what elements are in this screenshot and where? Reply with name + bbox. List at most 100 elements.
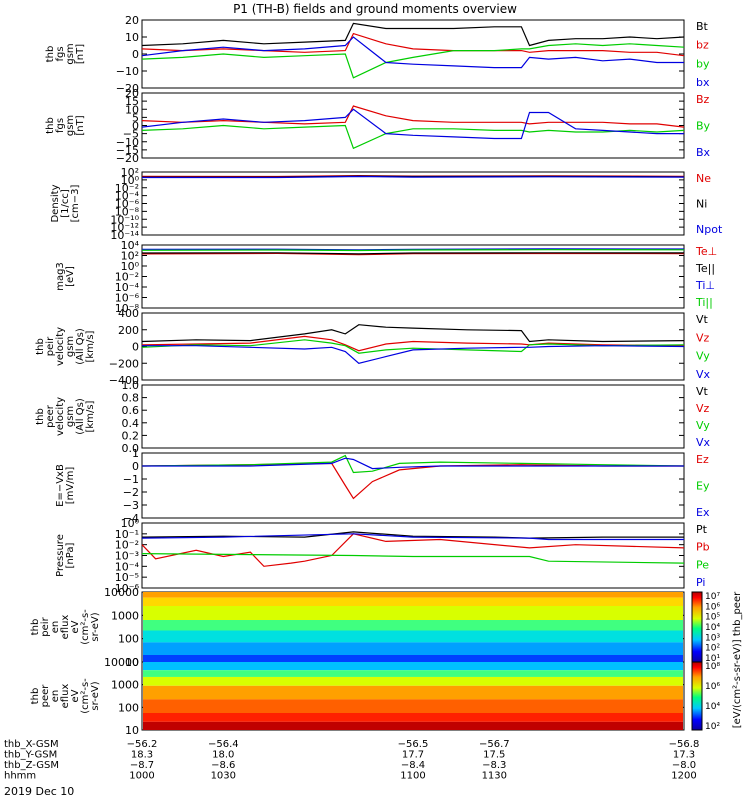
panel-ylabel: mag3 bbox=[55, 262, 66, 291]
series-Ez bbox=[141, 462, 684, 500]
panel-ylabel: gsm bbox=[65, 43, 76, 64]
spectrogram-band bbox=[143, 685, 683, 700]
ytick-label: 10⁻³ bbox=[115, 550, 139, 563]
ytick-label: 400 bbox=[118, 307, 139, 320]
panel-ylabel: (All Qs) bbox=[75, 328, 86, 365]
colorbar-label: [eV/(cm²-s-sr-eV)] thb_peer bbox=[732, 591, 743, 728]
xaxis-value: −8.7 bbox=[130, 760, 154, 771]
colorbar-tick: 10⁵ bbox=[705, 613, 720, 623]
colorbar-1 bbox=[691, 661, 703, 731]
panel-ylabel: eV bbox=[70, 620, 81, 633]
series-Bx bbox=[141, 108, 684, 140]
legend-Ne: Ne bbox=[696, 172, 711, 185]
ytick-label: 10⁰ bbox=[121, 260, 140, 273]
ytick-label: 0 bbox=[132, 120, 139, 133]
legend-Pt: Pt bbox=[696, 523, 708, 536]
ytick-label: 20 bbox=[125, 14, 139, 27]
ytick-label: 1000 bbox=[111, 609, 139, 622]
xaxis-value: −56.5 bbox=[398, 739, 429, 750]
panel-ylabel: eV bbox=[70, 689, 81, 702]
ytick-label: 200 bbox=[118, 324, 139, 337]
xaxis-value: −8.0 bbox=[672, 760, 696, 771]
ytick-label: −200 bbox=[109, 357, 139, 370]
series-Ex bbox=[142, 457, 684, 470]
ytick-label: 10⁻⁴ bbox=[115, 281, 140, 294]
legend-Vx: Vx bbox=[696, 368, 711, 381]
panel-ylabel: eflux bbox=[60, 684, 71, 709]
ytick-label: 0 bbox=[132, 460, 139, 473]
series-Bz bbox=[141, 105, 685, 128]
ytick-label: −2 bbox=[123, 486, 139, 499]
spectrogram-band bbox=[143, 630, 683, 643]
panel-ylabel: [eV] bbox=[65, 266, 76, 287]
series-Vy bbox=[141, 339, 685, 354]
panel-ylabel: thb bbox=[45, 117, 56, 134]
legend-by: by bbox=[696, 57, 710, 70]
ytick-label: 0 bbox=[132, 48, 139, 61]
series-by bbox=[141, 43, 685, 79]
series-Pb bbox=[141, 533, 685, 567]
series-Te|| bbox=[141, 252, 685, 255]
legend-Pi: Pi bbox=[696, 576, 705, 589]
ytick-label: 10⁻¹⁴ bbox=[110, 229, 139, 242]
xaxis-value: 18.3 bbox=[131, 750, 153, 761]
panel-ylabel: thb bbox=[35, 408, 46, 425]
spectrogram-band bbox=[143, 662, 683, 671]
ytick-label: 10⁻⁸ bbox=[115, 205, 140, 218]
plot-title: P1 (TH-B) fields and ground moments over… bbox=[233, 2, 517, 16]
ytick-label: −1 bbox=[123, 473, 139, 486]
legends: Bt bz by bx Bz By Bx Ne Ni Npot Te⊥ Te|| Ti⊥ Ti|| Vt Vz… bbox=[695, 20, 723, 589]
panel-ylabel: [mV/m] bbox=[65, 467, 76, 505]
xaxis-value: 1000 bbox=[129, 771, 154, 782]
ytick-label: 100 bbox=[118, 633, 139, 646]
panel-ylabel: gsm bbox=[65, 406, 76, 427]
ytick-label: −20 bbox=[116, 152, 139, 165]
ytick-label: −15 bbox=[116, 144, 139, 157]
panel-ylabel: thb bbox=[45, 46, 56, 63]
ytick-label: 15 bbox=[125, 95, 139, 108]
xaxis-value: 1100 bbox=[400, 771, 425, 782]
legend-Ez: Ez bbox=[696, 453, 709, 466]
ytick-label: 10⁴ bbox=[121, 239, 140, 252]
xaxis-value: 18.0 bbox=[212, 750, 234, 761]
ytick-label: 0.2 bbox=[122, 429, 140, 442]
series-Te⊥ bbox=[141, 252, 685, 256]
panel-ylabel: sr-eV) bbox=[90, 681, 101, 710]
legend-Npot: Npot bbox=[696, 223, 723, 236]
panel-ylabel: [nT] bbox=[75, 115, 86, 135]
ytick-label: 10⁻⁶ bbox=[115, 582, 140, 595]
panel-ylabel: fgs bbox=[55, 118, 66, 133]
series-bx bbox=[141, 36, 684, 69]
spectrogram-band bbox=[143, 620, 683, 631]
xaxis-value: 1200 bbox=[671, 771, 696, 782]
x-axis-table: thb_X-GSM −56.2 −56.4 −56.5 −56.7 −56.8 thb_Y-… bbox=[4, 739, 699, 782]
spectrogram-band bbox=[143, 642, 683, 655]
panel-ylabel: thb bbox=[30, 619, 41, 636]
xaxis-value: −8.3 bbox=[482, 760, 506, 771]
panel-ylabel: gsm bbox=[65, 336, 76, 357]
panel-frame-7 bbox=[141, 522, 685, 589]
panel-ylabel: [km/s] bbox=[85, 400, 96, 432]
spectrogram-band bbox=[143, 713, 683, 722]
panel-ylabel: (cm²-s- bbox=[80, 609, 91, 645]
ytick-label: 10⁻² bbox=[115, 271, 139, 284]
spectrogram-band bbox=[143, 597, 683, 606]
series-Vt bbox=[141, 324, 685, 343]
ytick-label: 10⁻¹⁰ bbox=[110, 213, 139, 226]
ytick-label: 10⁻⁵ bbox=[115, 571, 139, 584]
legend-By: By bbox=[696, 120, 711, 133]
panel-frame-5 bbox=[141, 384, 685, 449]
panel-frame-3 bbox=[141, 244, 685, 309]
legend-Vz: Vz bbox=[696, 331, 710, 344]
ytick-label: 1 bbox=[132, 447, 139, 460]
colorbar-tick: 10¹ bbox=[705, 654, 720, 664]
ytick-label: 10 bbox=[125, 724, 139, 737]
panel-ylabel: velocity bbox=[55, 397, 66, 436]
ytick-label: 1.0 bbox=[122, 379, 140, 392]
series-layer bbox=[141, 22, 685, 567]
spectrogram-band bbox=[143, 592, 683, 598]
spectrogram-band bbox=[143, 721, 683, 730]
xaxis-value: −56.2 bbox=[127, 739, 158, 750]
